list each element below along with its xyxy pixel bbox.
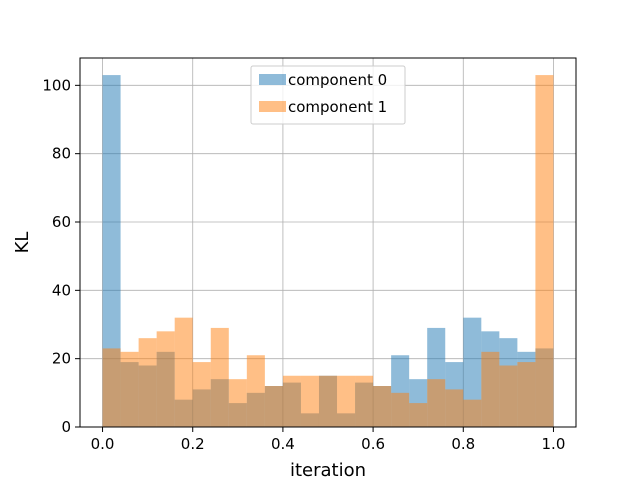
histogram-bar-series-1 — [535, 75, 554, 427]
legend-swatch-component-0 — [259, 74, 286, 85]
y-tick-label: 100 — [42, 76, 71, 94]
legend-swatch-component-1 — [259, 101, 286, 112]
x-tick-label: 0.0 — [91, 435, 115, 453]
legend-label-component-0: component 0 — [288, 71, 387, 89]
y-axis-label: KL — [12, 232, 33, 254]
histogram-bar-series-1 — [445, 389, 464, 427]
histogram-bar-series-1 — [210, 327, 229, 427]
histogram-bar-series-1 — [120, 351, 139, 427]
x-tick-label: 0.4 — [271, 435, 295, 453]
histogram-bar-series-1 — [300, 375, 319, 427]
y-tick-label: 60 — [52, 213, 71, 231]
x-tick-label: 0.6 — [361, 435, 385, 453]
histogram-bar-series-0 — [102, 75, 121, 427]
histogram-bar-series-1 — [102, 348, 121, 427]
histogram-bar-series-1 — [246, 355, 265, 427]
histogram-bar-series-1 — [517, 362, 536, 427]
histogram-bar-series-1 — [337, 375, 356, 427]
plot-frame — [79, 57, 577, 428]
histogram-bar-series-1 — [138, 338, 157, 427]
x-axis-label: iteration — [290, 460, 366, 480]
legend-label-component-1: component 1 — [288, 98, 387, 116]
x-tick-label: 0.2 — [181, 435, 205, 453]
histogram-bar-series-1 — [228, 379, 247, 427]
legend: component 0 component 1 — [250, 65, 406, 125]
x-tick-label: 1.0 — [542, 435, 566, 453]
y-tick-label: 40 — [52, 281, 71, 299]
histogram-bar-series-1 — [355, 375, 374, 427]
histogram-bar-series-1 — [391, 392, 410, 427]
x-tick-label: 0.8 — [451, 435, 475, 453]
histogram-bar-series-1 — [156, 331, 175, 427]
histogram-bar-series-1 — [192, 362, 211, 427]
y-tick-label: 20 — [52, 350, 71, 368]
y-tick-label: 0 — [61, 418, 71, 436]
histogram-bar-series-1 — [373, 386, 392, 427]
histogram-bar-series-1 — [499, 365, 518, 427]
y-tick-label: 80 — [52, 145, 71, 163]
legend-box — [250, 65, 406, 125]
histogram-bar-series-1 — [264, 386, 283, 427]
histogram-bar-series-1 — [409, 403, 428, 427]
histogram-bar-series-1 — [318, 375, 338, 427]
histogram-bar-series-1 — [174, 317, 193, 427]
histogram-bar-series-1 — [463, 399, 482, 427]
histogram-bar-series-1 — [481, 351, 500, 427]
histogram-bar-series-1 — [427, 379, 446, 427]
histogram-bar-series-1 — [282, 375, 301, 427]
histogram-bars — [102, 75, 554, 427]
axis-ticks: 0.0 0.2 0.4 0.6 0.8 1.0 0 20 40 60 80 100 — [42, 76, 565, 453]
